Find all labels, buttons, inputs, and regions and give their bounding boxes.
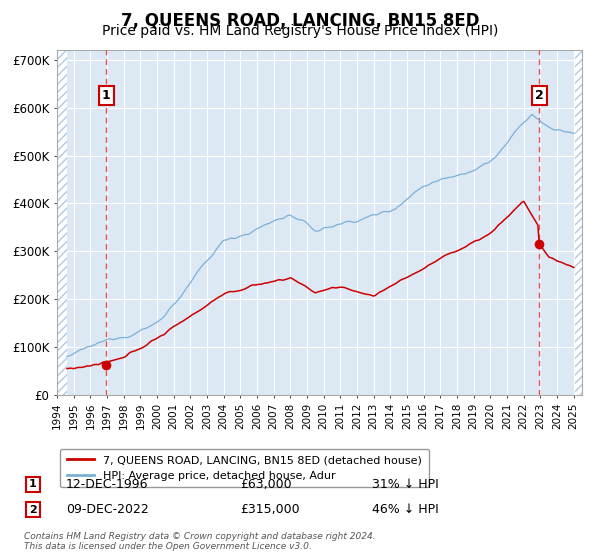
Text: 1: 1: [102, 88, 110, 102]
Text: 2: 2: [29, 505, 37, 515]
Text: Contains HM Land Registry data © Crown copyright and database right 2024.: Contains HM Land Registry data © Crown c…: [24, 532, 376, 541]
Text: 2: 2: [535, 88, 544, 102]
Text: 1: 1: [29, 479, 37, 489]
Bar: [57, 50, 67, 395]
Bar: [575, 50, 582, 395]
Text: This data is licensed under the Open Government Licence v3.0.: This data is licensed under the Open Gov…: [24, 542, 312, 551]
Text: Price paid vs. HM Land Registry's House Price Index (HPI): Price paid vs. HM Land Registry's House …: [102, 24, 498, 38]
Text: £315,000: £315,000: [240, 503, 299, 516]
Text: 31% ↓ HPI: 31% ↓ HPI: [372, 478, 439, 491]
Text: 7, QUEENS ROAD, LANCING, BN15 8ED: 7, QUEENS ROAD, LANCING, BN15 8ED: [121, 12, 479, 30]
Text: 46% ↓ HPI: 46% ↓ HPI: [372, 503, 439, 516]
Text: 12-DEC-1996: 12-DEC-1996: [66, 478, 149, 491]
Text: £63,000: £63,000: [240, 478, 292, 491]
Text: 09-DEC-2022: 09-DEC-2022: [66, 503, 149, 516]
Legend: 7, QUEENS ROAD, LANCING, BN15 8ED (detached house), HPI: Average price, detached: 7, QUEENS ROAD, LANCING, BN15 8ED (detac…: [60, 449, 429, 487]
